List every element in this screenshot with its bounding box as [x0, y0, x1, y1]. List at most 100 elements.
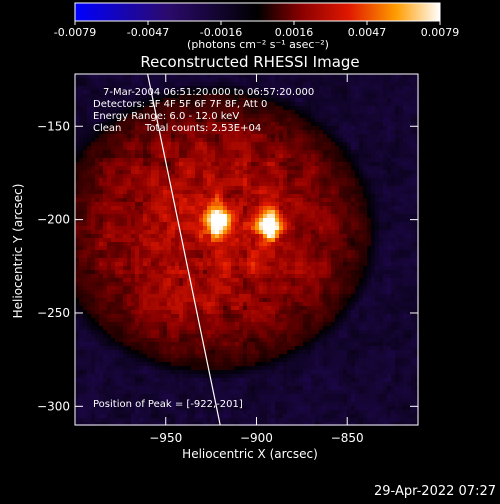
heatmap-cell — [371, 186, 375, 190]
heatmap-cell — [299, 150, 303, 154]
heatmap-cell — [303, 130, 307, 134]
heatmap-cell — [351, 190, 355, 194]
heatmap-cell — [279, 182, 283, 186]
heatmap-cell — [79, 282, 83, 286]
heatmap-cell — [235, 254, 239, 258]
heatmap-cell — [75, 118, 79, 122]
heatmap-cell — [343, 174, 347, 178]
heatmap-cell — [319, 106, 323, 110]
heatmap-cell — [347, 134, 351, 138]
heatmap-cell — [111, 202, 115, 206]
heatmap-cell — [147, 246, 151, 250]
heatmap-cell — [183, 82, 187, 86]
heatmap-cell — [351, 250, 355, 254]
heatmap-cell — [287, 126, 291, 130]
heatmap-cell — [407, 262, 411, 266]
heatmap-cell — [155, 138, 159, 142]
heatmap-cell — [303, 246, 307, 250]
heatmap-cell — [195, 74, 199, 78]
heatmap-cell — [187, 258, 191, 262]
heatmap-cell — [151, 218, 155, 222]
heatmap-cell — [271, 154, 275, 158]
heatmap-cell — [275, 174, 279, 178]
heatmap-cell — [255, 78, 259, 82]
heatmap-cell — [95, 198, 99, 202]
heatmap-cell — [267, 114, 271, 118]
heatmap-cell — [307, 226, 311, 230]
heatmap-cell — [159, 202, 163, 206]
heatmap-cell — [191, 74, 195, 78]
heatmap-cell — [195, 222, 199, 226]
heatmap-cell — [399, 102, 403, 106]
heatmap-cell — [303, 154, 307, 158]
heatmap-cell — [219, 154, 223, 158]
heatmap-cell — [167, 230, 171, 234]
heatmap-cell — [343, 106, 347, 110]
heatmap-cell — [103, 294, 107, 298]
heatmap-cell — [391, 90, 395, 94]
heatmap-cell — [351, 158, 355, 162]
heatmap-cell — [267, 210, 271, 214]
heatmap-cell — [107, 270, 111, 274]
heatmap-cell — [227, 202, 231, 206]
heatmap-cell — [263, 226, 267, 230]
heatmap-cell — [99, 170, 103, 174]
heatmap-cell — [375, 114, 379, 118]
heatmap-cell — [339, 262, 343, 266]
heatmap-cell — [391, 130, 395, 134]
heatmap-cell — [175, 142, 179, 146]
heatmap-cell — [95, 218, 99, 222]
heatmap-cell — [123, 142, 127, 146]
heatmap-cell — [315, 270, 319, 274]
heatmap-cell — [239, 246, 243, 250]
heatmap-cell — [295, 118, 299, 122]
heatmap-cell — [375, 170, 379, 174]
heatmap-cell — [275, 266, 279, 270]
heatmap-cell — [403, 294, 407, 298]
heatmap-cell — [291, 166, 295, 170]
heatmap-cell — [323, 94, 327, 98]
heatmap-cell — [187, 226, 191, 230]
heatmap-cell — [147, 254, 151, 258]
heatmap-cell — [279, 274, 283, 278]
heatmap-cell — [115, 190, 119, 194]
heatmap-cell — [227, 150, 231, 154]
heatmap-cell — [127, 150, 131, 154]
heatmap-cell — [191, 186, 195, 190]
heatmap-cell — [355, 262, 359, 266]
heatmap-cell — [83, 266, 87, 270]
heatmap-cell — [199, 182, 203, 186]
heatmap-cell — [123, 154, 127, 158]
heatmap-cell — [387, 298, 391, 302]
heatmap-cell — [267, 290, 271, 294]
heatmap-cell — [335, 206, 339, 210]
heatmap-cell — [327, 166, 331, 170]
heatmap-cell — [183, 290, 187, 294]
heatmap-cell — [231, 302, 235, 306]
colorbar-tick-label: 0.0079 — [421, 26, 460, 39]
heatmap-cell — [383, 194, 387, 198]
heatmap-cell — [215, 198, 219, 202]
heatmap-cell — [359, 194, 363, 198]
heatmap-cell — [319, 242, 323, 246]
heatmap-cell — [191, 258, 195, 262]
heatmap-cell — [295, 170, 299, 174]
heatmap-cell — [251, 142, 255, 146]
heatmap-cell — [375, 130, 379, 134]
heatmap-cell — [407, 134, 411, 138]
heatmap-cell — [275, 134, 279, 138]
heatmap-cell — [279, 98, 283, 102]
heatmap-cell — [411, 226, 415, 230]
heatmap-cell — [223, 282, 227, 286]
heatmap-cell — [75, 106, 79, 110]
heatmap-cell — [119, 298, 123, 302]
heatmap-cell — [283, 190, 287, 194]
heatmap-cell — [95, 94, 99, 98]
heatmap-cell — [91, 90, 95, 94]
heatmap-cell — [347, 218, 351, 222]
heatmap-cell — [407, 270, 411, 274]
heatmap-cell — [279, 198, 283, 202]
heatmap-cell — [339, 202, 343, 206]
heatmap-cell — [175, 250, 179, 254]
heatmap-cell — [127, 242, 131, 246]
